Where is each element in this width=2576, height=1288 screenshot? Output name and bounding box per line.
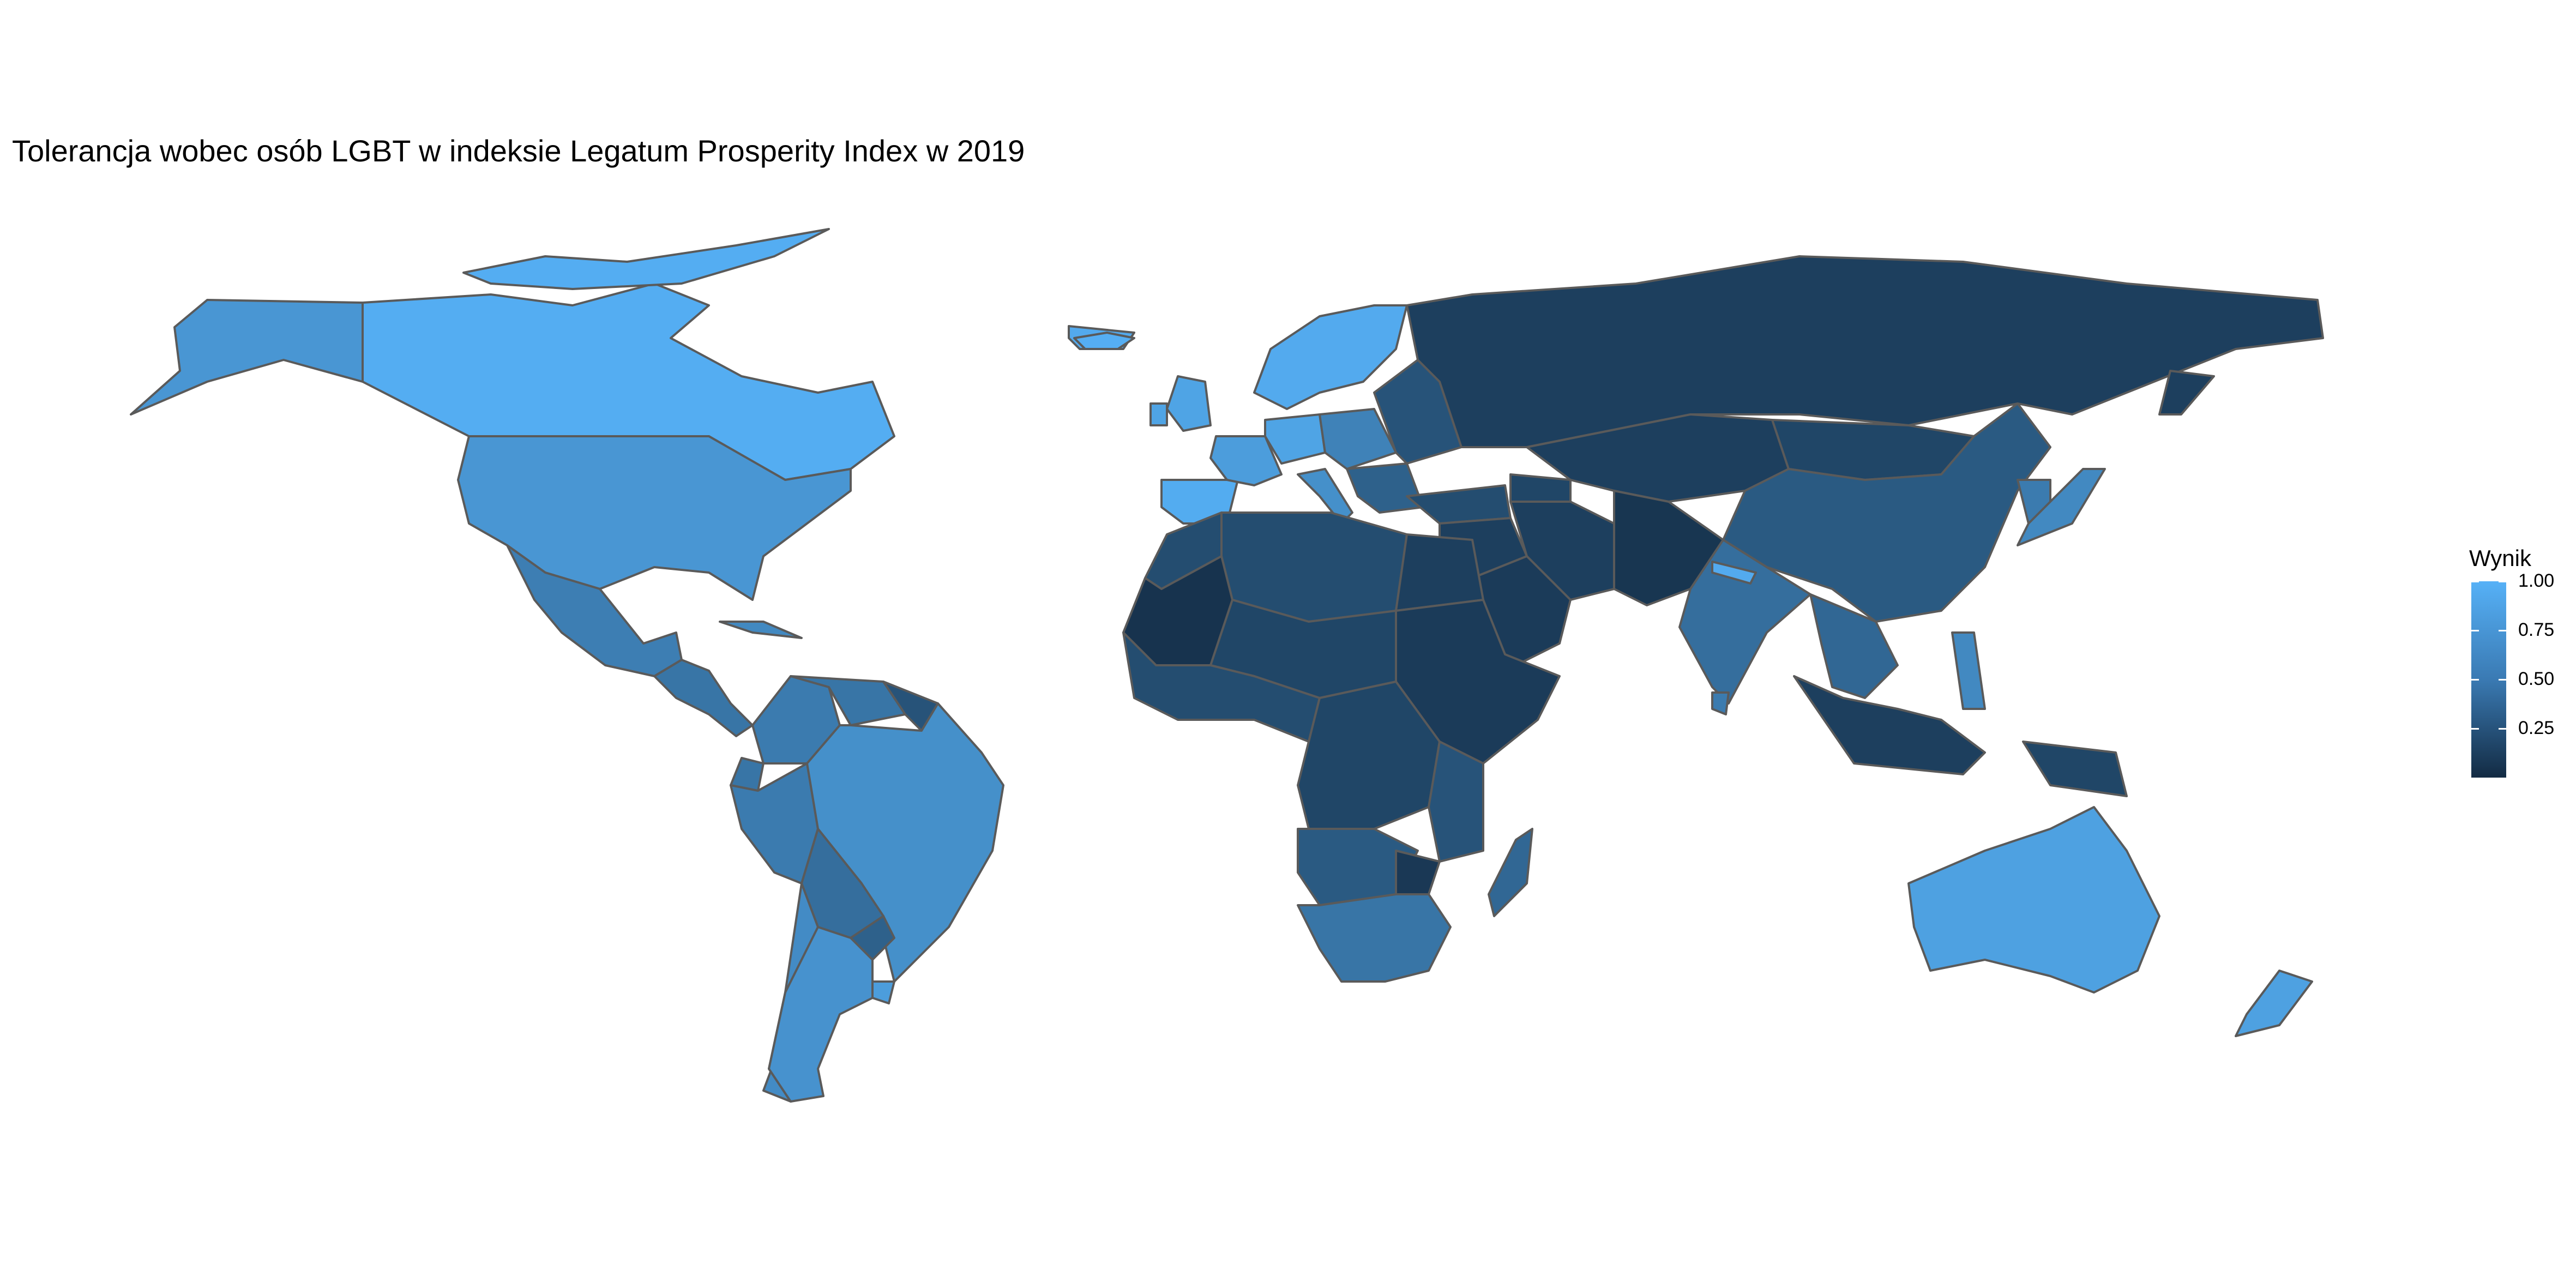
chart-title: Tolerancja wobec osób LGBT w indeksie Le… <box>12 134 1025 168</box>
region-southeast-asia <box>1809 593 1899 699</box>
region-japan <box>2017 468 2106 546</box>
legend: Wynik 1.00 0.75 0.50 0.25 <box>2469 545 2556 785</box>
region-uruguay <box>871 980 895 1004</box>
legend-tick-label: 0.50 <box>2518 669 2555 689</box>
region-ireland <box>1149 402 1168 426</box>
region-alaska-usa <box>130 299 364 416</box>
region-madagascar <box>1488 828 1533 917</box>
legend-tick-mark <box>2471 728 2479 730</box>
region-nepal <box>1711 561 1757 585</box>
region-mexico <box>506 544 683 677</box>
legend-tick-mark <box>2499 581 2506 582</box>
region-central-america <box>653 659 754 737</box>
region-afghanistan-pakistan <box>1613 490 1724 606</box>
region-united-states <box>457 435 852 601</box>
legend-tick-mark <box>2499 728 2506 730</box>
region-united-kingdom <box>1166 375 1212 432</box>
region-western-europe <box>1264 413 1326 465</box>
region-turkey <box>1406 484 1512 525</box>
region-new-zealand <box>2235 970 2313 1037</box>
legend-tick-mark <box>2471 630 2479 631</box>
legend-tick-mark <box>2471 581 2479 582</box>
region-scandinavia <box>1253 304 1408 410</box>
region-argentina <box>768 926 874 1103</box>
region-caucasus <box>1509 473 1572 503</box>
region-zimbabwe <box>1395 850 1441 895</box>
region-russia <box>2158 370 2215 416</box>
region-iceland <box>1073 332 1135 350</box>
region-india <box>1678 539 1811 705</box>
region-southern-africa <box>1297 893 1452 983</box>
legend-title: Wynik <box>2469 545 2531 571</box>
country-layer <box>130 228 2324 1103</box>
legend-tick-label: 0.25 <box>2518 718 2555 738</box>
region-australia <box>1907 806 2160 994</box>
region-papua-new-guinea <box>2022 741 2128 797</box>
legend-tick-label: 0.75 <box>2518 619 2555 640</box>
region-cuba-caribbean <box>719 621 803 639</box>
legend-tick-mark <box>2471 679 2479 681</box>
region-china <box>1722 402 2051 623</box>
legend-tick-mark <box>2499 679 2506 681</box>
region-central-europe <box>1319 408 1397 470</box>
region-philippines <box>1951 631 1986 710</box>
region-sri-lanka <box>1711 691 1730 715</box>
region-venezuela <box>790 675 906 726</box>
legend-tick-mark <box>2499 630 2506 631</box>
region-indonesia <box>1793 675 1986 775</box>
region-balkans <box>1346 462 1424 514</box>
region-east-africa <box>1428 741 1484 863</box>
region-canada <box>462 228 830 290</box>
region-egypt <box>1395 533 1484 612</box>
region-russia <box>1406 255 2324 448</box>
legend-tick-label: 1.00 <box>2518 570 2555 591</box>
